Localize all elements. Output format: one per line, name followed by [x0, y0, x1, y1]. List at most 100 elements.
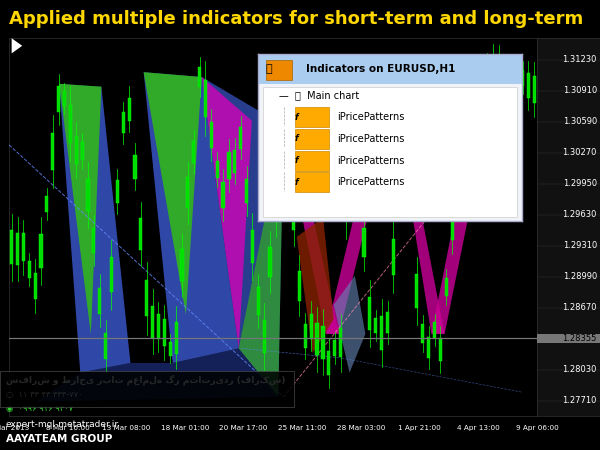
Bar — [221, 182, 224, 208]
Bar — [374, 318, 377, 333]
Bar — [34, 273, 37, 299]
Text: سفارش و طراحی ربات معامله گر متاتریدر (فارکس): سفارش و طراحی ربات معامله گر متاتریدر (ف… — [6, 374, 286, 385]
Bar — [198, 67, 201, 87]
Bar — [210, 122, 213, 148]
Bar — [292, 198, 295, 230]
Bar — [316, 323, 319, 356]
Polygon shape — [11, 38, 22, 54]
Text: 25 Mar 11:00: 25 Mar 11:00 — [278, 425, 326, 431]
Bar — [445, 278, 448, 296]
Bar — [258, 54, 522, 84]
Bar — [295, 151, 329, 171]
Bar — [263, 87, 517, 217]
Bar — [386, 312, 389, 333]
Bar — [45, 196, 49, 212]
Bar — [0, 371, 294, 407]
Text: iPricePatterns: iPricePatterns — [337, 156, 404, 166]
Bar — [491, 62, 495, 98]
Text: f: f — [295, 178, 299, 187]
Text: ◉  ۰۹۹۶ ۹۱۶ ۹۳۰۷: ◉ ۰۹۹۶ ۹۱۶ ۹۳۰۷ — [6, 404, 73, 413]
Bar — [468, 88, 472, 125]
Bar — [392, 239, 395, 274]
Bar — [263, 320, 266, 353]
Bar — [462, 114, 466, 137]
Polygon shape — [59, 84, 130, 373]
Text: f: f — [295, 156, 299, 165]
Bar — [486, 66, 489, 92]
Bar — [503, 83, 506, 104]
Polygon shape — [202, 77, 252, 348]
Bar — [356, 154, 360, 171]
Bar — [339, 328, 342, 357]
Text: 1.31230: 1.31230 — [562, 55, 597, 64]
Text: 20 Mar 17:00: 20 Mar 17:00 — [220, 425, 268, 431]
Text: 1.28030: 1.28030 — [562, 365, 597, 374]
Bar — [186, 177, 190, 208]
Text: expert-mql-metatrader.ir: expert-mql-metatrader.ir — [6, 420, 119, 429]
Bar — [333, 340, 336, 356]
Bar — [266, 60, 292, 80]
Bar — [80, 142, 84, 160]
Bar — [63, 91, 66, 106]
Bar — [157, 315, 160, 339]
Bar — [122, 112, 125, 133]
Text: 8 Mar 16:00: 8 Mar 16:00 — [46, 425, 89, 431]
Bar — [257, 288, 260, 315]
Text: —  📈  Main chart: — 📈 Main chart — [279, 90, 359, 101]
Bar — [345, 183, 348, 220]
Bar — [537, 334, 600, 343]
Text: f: f — [295, 113, 299, 122]
Bar — [439, 338, 442, 361]
Text: 1.29630: 1.29630 — [562, 210, 597, 219]
Bar — [415, 274, 418, 308]
Bar — [322, 326, 325, 359]
Bar — [310, 314, 313, 338]
Bar — [74, 136, 78, 164]
Text: 1.28990: 1.28990 — [563, 272, 597, 281]
Text: 1.30590: 1.30590 — [563, 117, 597, 126]
Text: iPricePatterns: iPricePatterns — [337, 177, 404, 187]
Bar — [245, 179, 248, 203]
Bar — [192, 141, 195, 163]
Polygon shape — [143, 72, 239, 363]
Bar — [327, 351, 331, 375]
Text: 1.27710: 1.27710 — [562, 396, 597, 405]
Bar — [521, 70, 524, 86]
Bar — [527, 73, 530, 98]
Bar — [497, 63, 501, 99]
Text: f: f — [295, 135, 299, 144]
Bar — [204, 80, 207, 117]
Bar — [457, 136, 460, 162]
Bar — [181, 249, 184, 281]
Text: ○  ۱۱ ۳۳ ۴۳ ۳۳۳-۷۷۰: ○ ۱۱ ۳۳ ۴۳ ۳۳۳-۷۷۰ — [6, 390, 83, 399]
Bar — [427, 337, 430, 358]
Text: 6 Mar 2013: 6 Mar 2013 — [0, 425, 29, 431]
Bar — [163, 319, 166, 347]
Text: 13 Mar 08:00: 13 Mar 08:00 — [102, 425, 151, 431]
Text: 1.29950: 1.29950 — [563, 179, 597, 188]
Bar — [480, 87, 483, 122]
Bar — [380, 316, 383, 350]
Bar — [151, 306, 154, 338]
Text: 1.28355: 1.28355 — [562, 334, 597, 343]
Bar — [362, 229, 365, 257]
Polygon shape — [59, 84, 101, 334]
Bar — [128, 98, 131, 121]
Polygon shape — [35, 348, 278, 402]
Bar — [515, 64, 518, 80]
Bar — [409, 185, 413, 203]
Text: 1.28670: 1.28670 — [562, 303, 597, 312]
Bar — [233, 150, 236, 173]
Bar — [139, 218, 142, 250]
Bar — [227, 153, 230, 179]
Bar — [86, 179, 89, 212]
Text: 9 Apr 06:00: 9 Apr 06:00 — [515, 425, 559, 431]
Bar — [286, 158, 289, 184]
Bar — [22, 234, 25, 261]
Polygon shape — [202, 77, 284, 397]
Text: 28 Mar 03:00: 28 Mar 03:00 — [337, 425, 385, 431]
Text: 1.29310: 1.29310 — [563, 241, 597, 250]
Text: 1 Apr 21:00: 1 Apr 21:00 — [398, 425, 441, 431]
Bar — [295, 129, 329, 149]
Bar — [28, 261, 31, 278]
